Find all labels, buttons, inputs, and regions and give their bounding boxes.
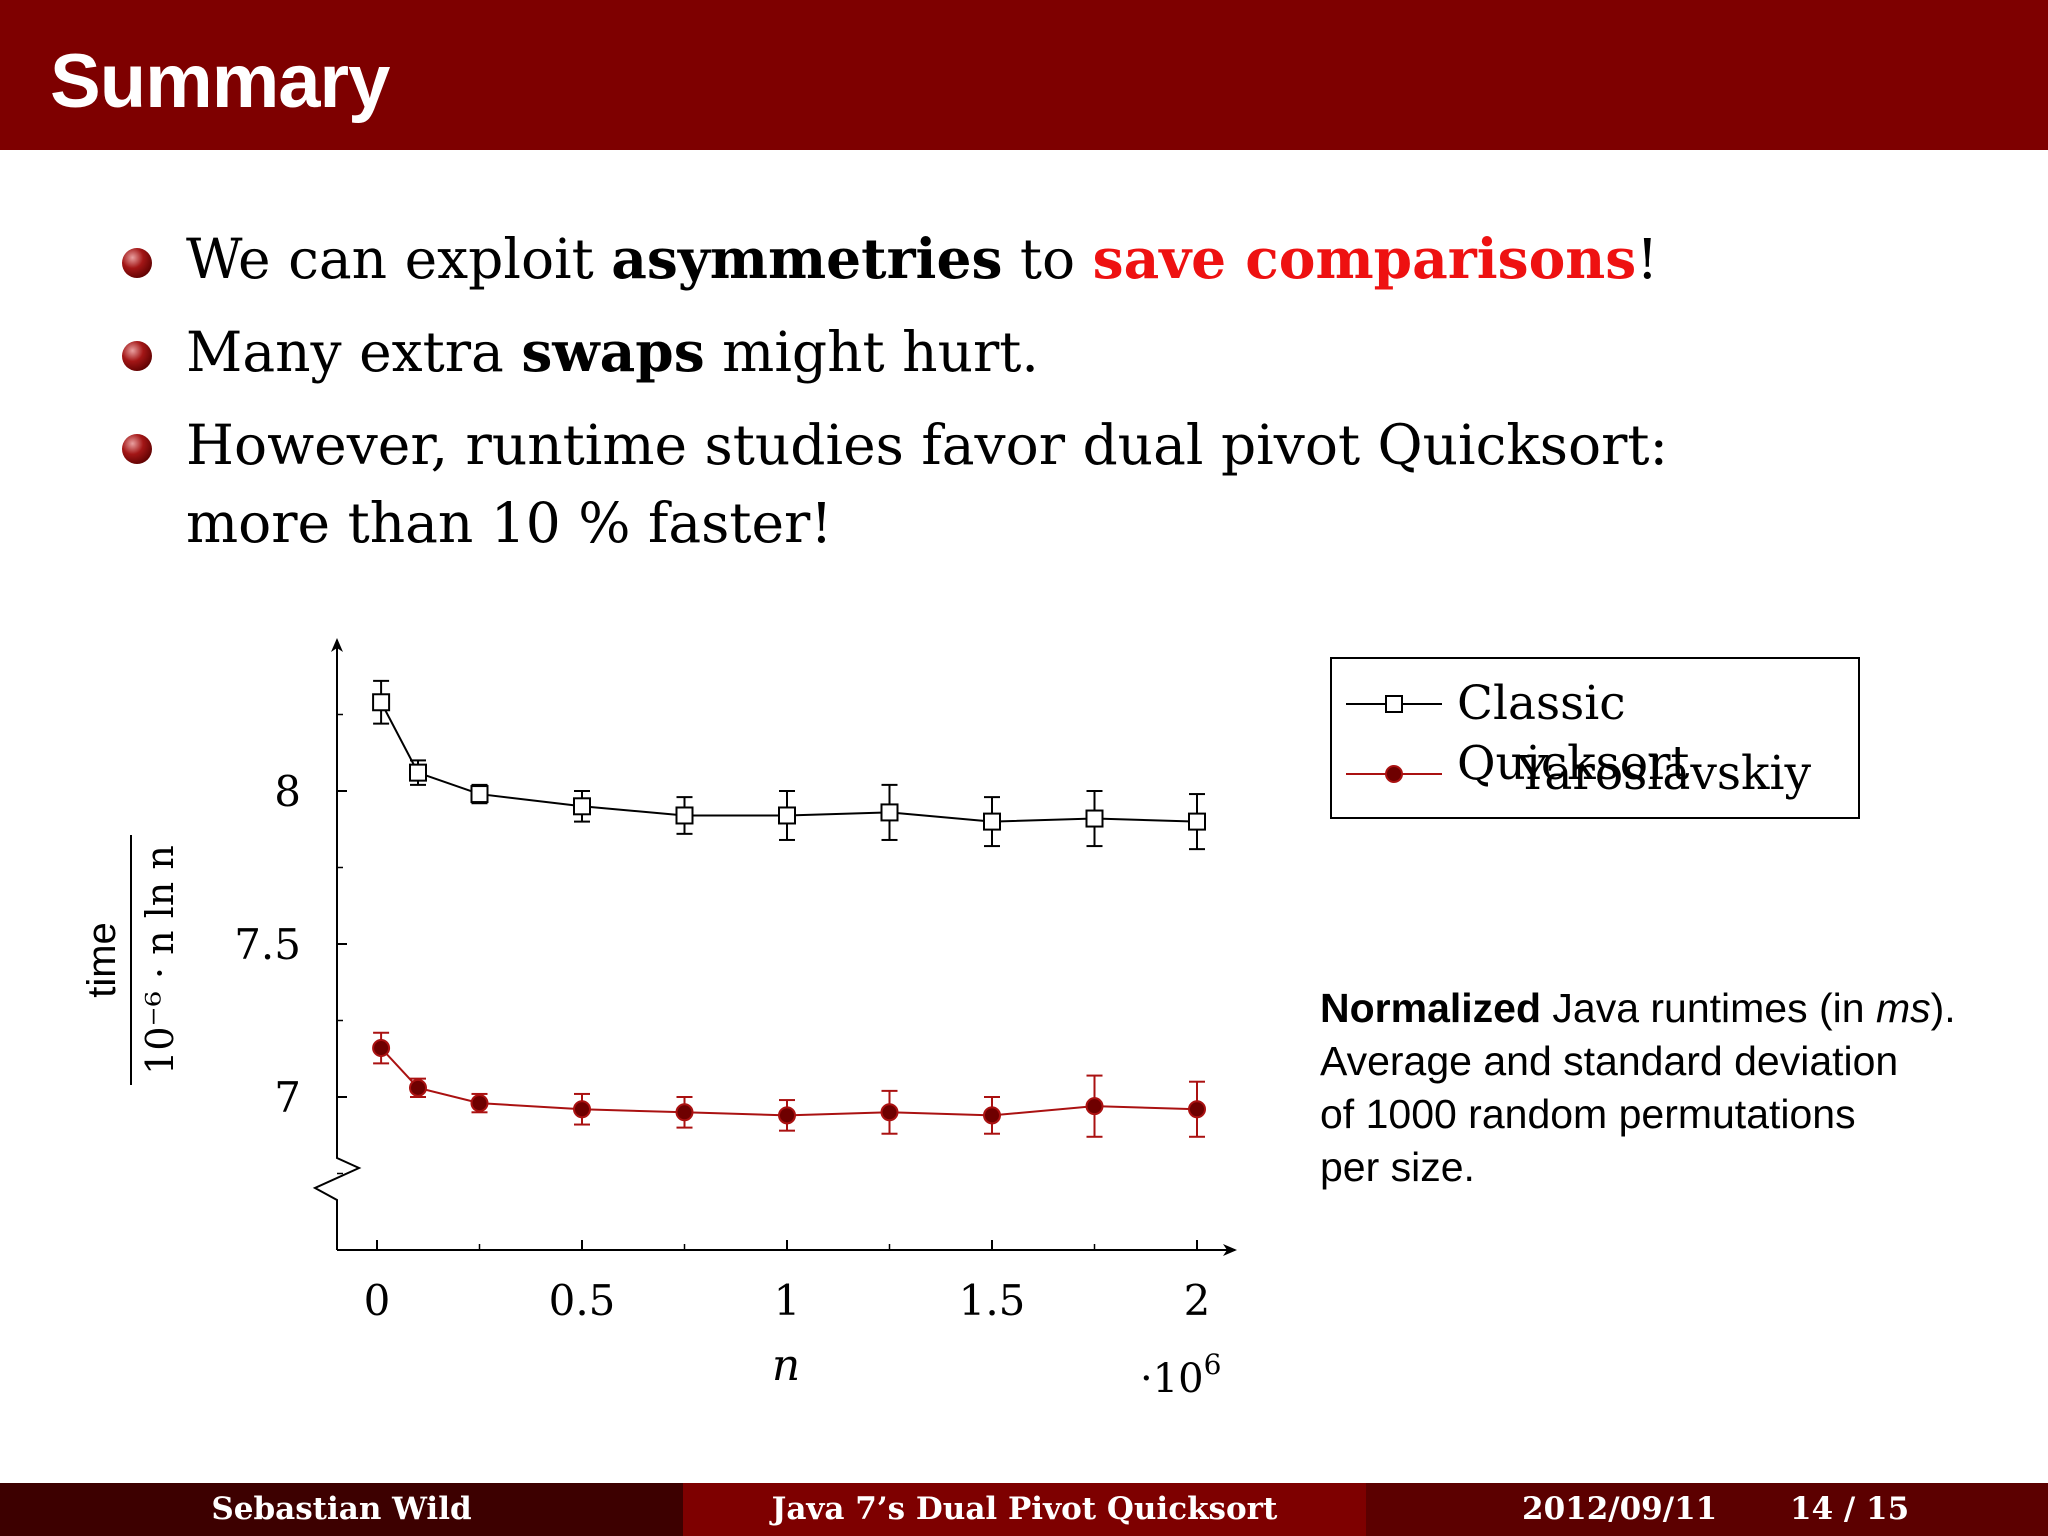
bullet-highlight: save comparisons [1092, 226, 1637, 291]
data-point-circle [409, 1078, 427, 1097]
caption-italic: ms [1875, 985, 1931, 1031]
bullet-ball-icon [122, 341, 152, 371]
chart-legend: Classic Quicksort Yaroslavskiy [1330, 657, 1860, 819]
bullet-text: to [1002, 227, 1093, 291]
footer-author: Sebastian Wild [0, 1483, 683, 1536]
runtime-chart: 77.58 0 0.5 1 1.5 2 n ·106 time 10⁻⁶ · n ln … [80, 638, 1237, 1402]
open-square-marker-icon [1346, 695, 1442, 713]
bullet-item: However, runtime studies favor dual pivo… [120, 406, 1920, 562]
data-point-circle [372, 1039, 391, 1058]
bullet-text: Many extra [186, 320, 522, 384]
x-tick-label: 0 [364, 1276, 391, 1325]
bullet-ball-icon [122, 434, 152, 464]
data-point-circle [880, 1103, 899, 1122]
y-ticks: 77.58 [234, 713, 347, 1175]
data-point-square [1188, 812, 1206, 831]
data-point-square [470, 785, 489, 804]
bullet-ball-icon [122, 248, 152, 278]
series-layer [372, 679, 1206, 1138]
x-axis-label: n [772, 1340, 800, 1391]
data-point-square [778, 806, 796, 825]
bullet-text: ! [1636, 227, 1659, 291]
x-ticks: 0 0.5 1 1.5 2 [364, 1240, 1211, 1325]
data-point-square [409, 763, 427, 782]
data-point-circle [470, 1094, 489, 1113]
data-point-square [1085, 809, 1104, 828]
series-yaroslavskiy [372, 1031, 1206, 1138]
bullet-item: We can exploit asymmetries to save compa… [120, 220, 1920, 298]
x-tick-label: 2 [1184, 1276, 1211, 1325]
y-tick-label: 8 [274, 767, 301, 816]
data-point-square [675, 806, 694, 825]
bullet-emphasis: swaps [521, 319, 705, 384]
y-tick-label: 7 [274, 1073, 301, 1122]
data-point-circle [983, 1106, 1001, 1125]
y-axis-label-numerator: time [80, 922, 124, 998]
data-point-circle [778, 1106, 796, 1125]
chart-axes [312, 638, 1237, 1256]
footer-date: 2012/09/11 [1522, 1491, 1718, 1527]
bullet-item: Many extra swaps might hurt. [120, 313, 1920, 391]
x-tick-label: 0.5 [549, 1276, 616, 1325]
chart-caption: Normalized Java runtimes (in ms). Averag… [1320, 982, 2020, 1194]
caption-text: of 1000 random permutations [1320, 1091, 1856, 1137]
y-axis-label-denominator: 10⁻⁶ · n ln n [138, 845, 182, 1075]
bullet-emphasis: asymmetries [611, 226, 1003, 291]
x-tick-label: 1 [774, 1276, 801, 1325]
bullet-text: might hurt. [704, 320, 1039, 384]
y-axis-line [312, 638, 362, 1250]
legend-entry-classic: Classic Quicksort [1332, 669, 1862, 791]
legend-label-classic: Classic Quicksort [1457, 676, 1690, 791]
x-axis-multiplier: ·106 [1140, 1348, 1221, 1402]
slide-title: Summary [50, 39, 390, 124]
bullet-text: We can exploit [186, 227, 612, 291]
data-point-square [983, 812, 1001, 831]
footer-bar: Sebastian Wild Java 7’s Dual Pivot Quick… [0, 1483, 2048, 1536]
bullet-text: more than 10 % faster! [186, 491, 833, 555]
data-point-square [372, 693, 391, 712]
data-point-circle [675, 1103, 694, 1122]
caption-bold: Normalized [1320, 985, 1541, 1031]
data-point-circle [1085, 1097, 1104, 1116]
footer-info: 2012/09/11 14 / 15 [1366, 1483, 2048, 1536]
title-bar: Summary [0, 0, 2048, 150]
caption-text: Average and standard deviation [1320, 1038, 1899, 1084]
series-classic-quicksort [372, 679, 1206, 851]
bullet-list: We can exploit asymmetries to save compa… [120, 220, 1920, 577]
caption-text: ). [1930, 985, 1956, 1031]
data-point-circle [573, 1100, 591, 1119]
data-point-circle [1188, 1100, 1206, 1119]
y-axis-label: time 10⁻⁶ · n ln n [80, 835, 182, 1085]
data-point-square [573, 797, 591, 816]
x-tick-label: 1.5 [959, 1276, 1026, 1325]
series-line [380, 1047, 1198, 1117]
footer-title: Java 7’s Dual Pivot Quicksort [683, 1483, 1366, 1536]
legend-label-yaroslavskiy: Yaroslavskiy [1517, 746, 1812, 801]
legend-entry-yaroslavskiy: Yaroslavskiy [1332, 739, 1862, 809]
filled-circle-marker-icon [1346, 765, 1442, 783]
footer-page-number: 14 / 15 [1790, 1491, 1910, 1527]
series-line [380, 701, 1198, 823]
y-tick-label: 7.5 [234, 920, 301, 969]
caption-text: per size. [1320, 1144, 1475, 1190]
bullet-text: However, runtime studies favor dual pivo… [186, 413, 1669, 477]
caption-text: Java runtimes (in [1541, 985, 1876, 1031]
data-point-square [880, 803, 899, 822]
